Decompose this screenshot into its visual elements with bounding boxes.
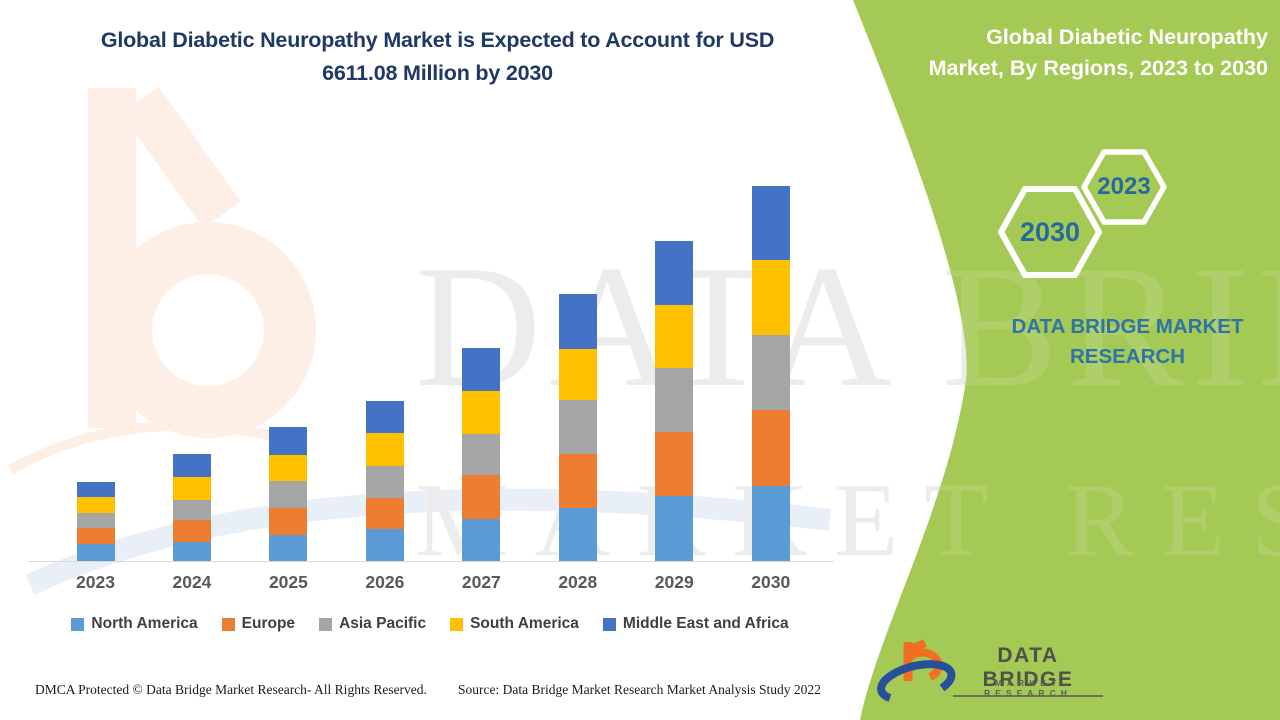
- legend-item-north-america: North America: [71, 615, 198, 633]
- legend-item-middle-east-and-africa: Middle East and Africa: [602, 615, 789, 633]
- footer-dmca-text: DMCA Protected © Data Bridge Market Rese…: [35, 682, 427, 697]
- hexagon-2030-shape: [998, 186, 1102, 278]
- legend-label-north-america: North America: [91, 615, 198, 632]
- legend-swatch-north-america: [71, 617, 85, 631]
- green-side-panel: [853, 0, 1280, 720]
- legend-label-europe: Europe: [241, 615, 296, 632]
- legend-item-europe: Europe: [221, 615, 296, 633]
- legend-swatch-middle-east-and-africa: [602, 617, 616, 631]
- legend-swatch-asia-pacific: [319, 617, 333, 631]
- legend-item-asia-pacific: Asia Pacific: [319, 615, 426, 633]
- legend-swatch-europe: [221, 617, 235, 631]
- side-panel-title: Global Diabetic Neuropathy Market, By Re…: [928, 25, 1268, 81]
- databridge-logo-name: DATA BRIDGE: [953, 644, 1103, 697]
- legend-item-south-america: South America: [450, 615, 579, 633]
- legend-label-asia-pacific: Asia Pacific: [339, 615, 427, 632]
- legend-swatch-south-america: [450, 617, 464, 631]
- chart-legend: North America Europe Asia Pacific South Ame…: [0, 615, 860, 633]
- databridge-logo-subtitle: MARKET RESEARCH: [984, 678, 1072, 698]
- x-axis-line: [28, 561, 834, 562]
- hexagon-2030-label: 2030: [1019, 217, 1081, 247]
- legend-label-south-america: South America: [470, 615, 579, 632]
- footer-source-text: Source: Data Bridge Market Research Mark…: [458, 682, 821, 697]
- brand-text: DATA BRIDGE MARKET RESEARCH: [1011, 315, 1244, 368]
- page-title: Global Diabetic Neuropathy Market is Exp…: [100, 28, 775, 86]
- databridge-logo-mark: [877, 639, 956, 702]
- hexagon-2023-label: 2023: [1097, 173, 1151, 200]
- legend-label-middle-east-and-africa: Middle East and Africa: [622, 615, 789, 632]
- hexagon-2023-shape: [1081, 149, 1167, 225]
